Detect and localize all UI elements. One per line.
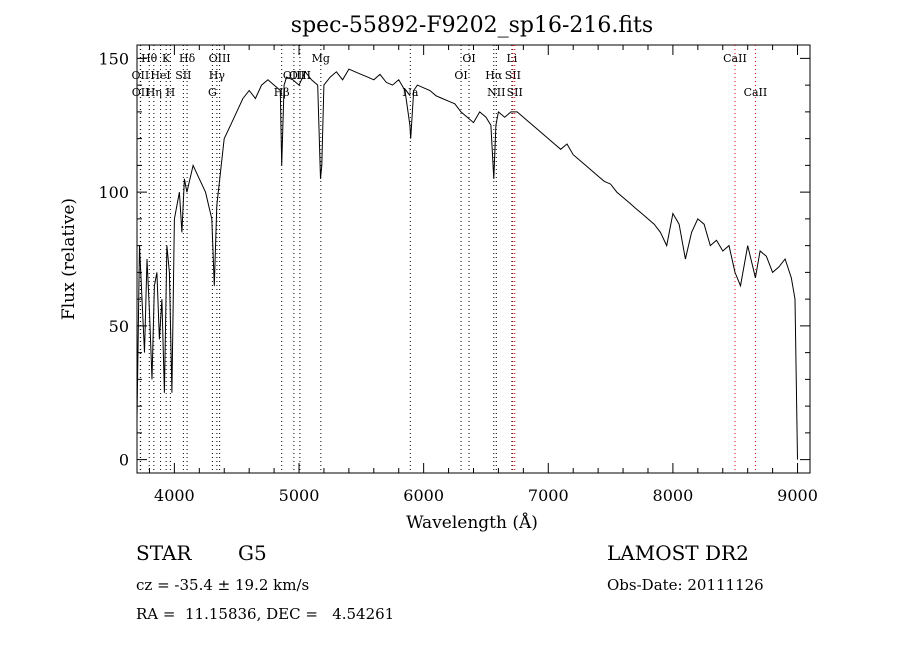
line-label: OIII — [283, 69, 305, 82]
y-tick-label: 50 — [109, 317, 129, 336]
line-label: Li — [506, 52, 517, 65]
line-label: OI — [454, 69, 467, 82]
spectrum-series — [136, 68, 798, 460]
y-tick-label: 0 — [119, 451, 129, 470]
line-label: Hδ — [179, 52, 196, 65]
line-label: SII — [505, 69, 521, 82]
line-label: Na — [402, 86, 419, 99]
line-label: H — [166, 86, 176, 99]
line-label: CaII — [723, 52, 747, 65]
x-tick-label: 9000 — [777, 486, 818, 505]
line-label: OII — [132, 86, 150, 99]
line-label: Mg — [312, 52, 330, 65]
line-label: Hγ — [209, 69, 226, 82]
x-axis-label: Wavelength (Å) — [406, 512, 538, 533]
line-label: Hβ — [274, 86, 290, 99]
line-label: G — [208, 86, 217, 99]
x-tick-label: 4000 — [154, 486, 195, 505]
line-label: CaII — [744, 86, 768, 99]
line-label: HeI — [150, 69, 170, 82]
line-label: Hα — [485, 69, 503, 82]
x-tick-label: 8000 — [653, 486, 694, 505]
chart-title: spec-55892-F9202_sp16-216.fits — [291, 13, 653, 38]
coordinates: RA = 11.15836, DEC = 4.54261 — [136, 605, 395, 623]
redshift-velocity: cz = -35.4 ± 19.2 km/s — [136, 576, 310, 594]
line-label: SII — [175, 69, 191, 82]
y-tick-label: 150 — [98, 49, 129, 68]
x-tick-label: 7000 — [528, 486, 569, 505]
line-label: SII — [507, 86, 523, 99]
y-axis-label: Flux (relative) — [59, 198, 79, 320]
line-label: OII — [132, 69, 150, 82]
x-tick-label: 6000 — [403, 486, 444, 505]
line-label: Hη — [146, 86, 162, 99]
survey-name: LAMOST DR2 — [607, 541, 749, 565]
x-tick-label: 5000 — [279, 486, 320, 505]
y-tick-label: 100 — [98, 183, 129, 202]
line-label: OIII — [209, 52, 231, 65]
line-label: K — [162, 52, 171, 65]
line-label: OI — [462, 52, 475, 65]
object-class: STAR — [136, 541, 192, 565]
object-subclass: G5 — [238, 541, 267, 565]
line-label: NII — [487, 86, 505, 99]
axis-ticks: 4000 5000 6000 7000 8000 9000 0 50 100 150 — [98, 45, 818, 505]
observation-date: Obs-Date: 20111126 — [607, 576, 764, 594]
